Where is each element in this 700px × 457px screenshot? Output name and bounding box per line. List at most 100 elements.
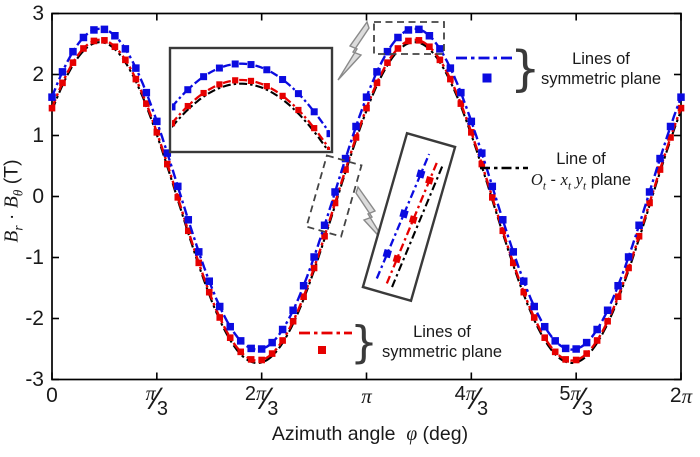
curve-red-marker — [478, 160, 486, 168]
curve-red-marker — [489, 194, 496, 201]
curve-red-marker — [258, 356, 265, 364]
curve-red-marker — [143, 100, 150, 107]
x-tick-label: π ∕ 3 — [145, 381, 168, 420]
legend-sample-marker-blue — [482, 73, 492, 83]
legend-text-line: Ot - xt yt plane — [530, 169, 632, 192]
curve-blue-marker — [69, 47, 77, 56]
curve-red-marker — [174, 194, 182, 201]
curve-red-marker — [499, 227, 507, 235]
curve-blue-marker — [174, 182, 182, 191]
curve-red-marker — [436, 56, 444, 64]
curve-red-marker — [184, 227, 192, 235]
curve-blue-marker — [677, 93, 685, 101]
curve-red-marker — [321, 232, 328, 240]
curve-blue-marker — [111, 32, 119, 40]
curve-blue-marker — [666, 122, 675, 131]
curve-red-marker — [132, 75, 140, 83]
legend-sample-marker-red — [318, 346, 326, 354]
curly-brace-icon: } — [510, 41, 541, 97]
curve-blue-marker — [184, 216, 193, 224]
x-tick-label: π — [361, 384, 372, 408]
curve-red-marker — [352, 134, 360, 141]
curve-blue-marker — [499, 216, 507, 224]
legend-text-line: Line of — [556, 150, 606, 168]
curve-blue-marker — [100, 25, 109, 34]
curve-blue-marker — [215, 302, 224, 311]
x-tick-label: 5π ∕ 3 — [559, 381, 593, 420]
curve-blue-marker — [90, 26, 98, 34]
curve-blue-marker — [467, 117, 476, 126]
curve-blue-marker — [352, 122, 360, 131]
curve-blue-marker — [656, 154, 664, 163]
curve-red-marker — [562, 356, 569, 363]
curve-red-marker — [541, 334, 549, 341]
curve-red-marker — [195, 259, 203, 267]
curve-blue-marker — [153, 117, 161, 126]
curve-red-marker — [635, 232, 643, 240]
curve-red-marker — [593, 337, 601, 344]
curve-red-marker — [268, 350, 276, 357]
y-axis-label: Br · Bθ (T) — [0, 159, 26, 243]
curve-red-marker — [289, 317, 297, 325]
legend-text-line: symmetric plane — [540, 69, 662, 88]
curve-blue-marker — [530, 302, 538, 311]
y-tick-label: -1 — [25, 245, 44, 269]
inset-crossing-zoom — [361, 131, 457, 303]
curve-blue-marker — [478, 149, 486, 157]
curve-blue-marker — [236, 337, 245, 345]
curve-red-marker — [59, 79, 66, 87]
curve-blue-marker — [48, 93, 56, 101]
curve-blue-marker — [520, 277, 528, 285]
curve-red-marker — [226, 334, 234, 341]
zoom-source-box-crossing — [305, 154, 363, 238]
curve-red-marker — [373, 79, 381, 87]
curve-red-marker — [415, 37, 423, 44]
curve-blue-marker — [257, 345, 266, 353]
curve-blue-marker — [383, 47, 392, 56]
curve-blue-marker — [205, 277, 213, 285]
curve-red-marker — [457, 100, 465, 107]
curve-red-marker — [279, 337, 286, 344]
curve-red-marker — [247, 356, 255, 363]
curve-blue-marker — [299, 281, 308, 290]
curve-blue-marker — [373, 68, 381, 76]
y-tick-label: -2 — [25, 306, 44, 330]
legend-text-line: symmetric plane — [381, 342, 503, 361]
zoom-source-box-peak — [373, 21, 445, 55]
curve-red-marker — [468, 129, 475, 136]
legend-text-line: Lines of — [413, 323, 471, 341]
curve-red-marker — [583, 350, 590, 357]
curve-red-marker — [300, 293, 307, 301]
curve-blue-marker — [362, 93, 371, 101]
curve-red-marker — [625, 264, 632, 272]
x-tick-label: 0 — [46, 384, 58, 407]
curve-blue-marker — [645, 188, 654, 196]
curve-blue-marker — [394, 33, 402, 42]
curve-red-marker — [205, 288, 213, 296]
curve-blue-marker — [509, 248, 518, 256]
curve-blue-marker — [561, 344, 570, 353]
curve-blue-marker — [132, 64, 140, 72]
curve-red-marker — [80, 45, 87, 52]
curve-blue-marker — [79, 33, 88, 42]
zoom-arrow-right-icon — [355, 185, 388, 246]
curve-red-marker — [405, 37, 412, 45]
curve-red-marker — [426, 43, 433, 51]
curve-red-marker — [216, 314, 224, 321]
curve-blue-marker — [247, 344, 255, 353]
curve-blue-marker — [603, 306, 612, 315]
curve-blue-marker — [142, 88, 151, 97]
curve-red-marker — [101, 37, 108, 44]
curve-blue-marker — [268, 338, 276, 347]
curve-blue-marker — [446, 64, 455, 72]
curve-blue-marker — [404, 26, 413, 34]
legend-symmetric-plane-blue: Lines of symmetric plane — [536, 50, 666, 89]
curve-blue-marker — [624, 253, 633, 261]
curve-blue-marker — [572, 345, 580, 353]
curve-red-marker — [342, 166, 349, 173]
curve-red-marker — [69, 59, 77, 66]
curve-red-marker — [646, 199, 653, 207]
curve-blue-marker — [415, 25, 423, 34]
